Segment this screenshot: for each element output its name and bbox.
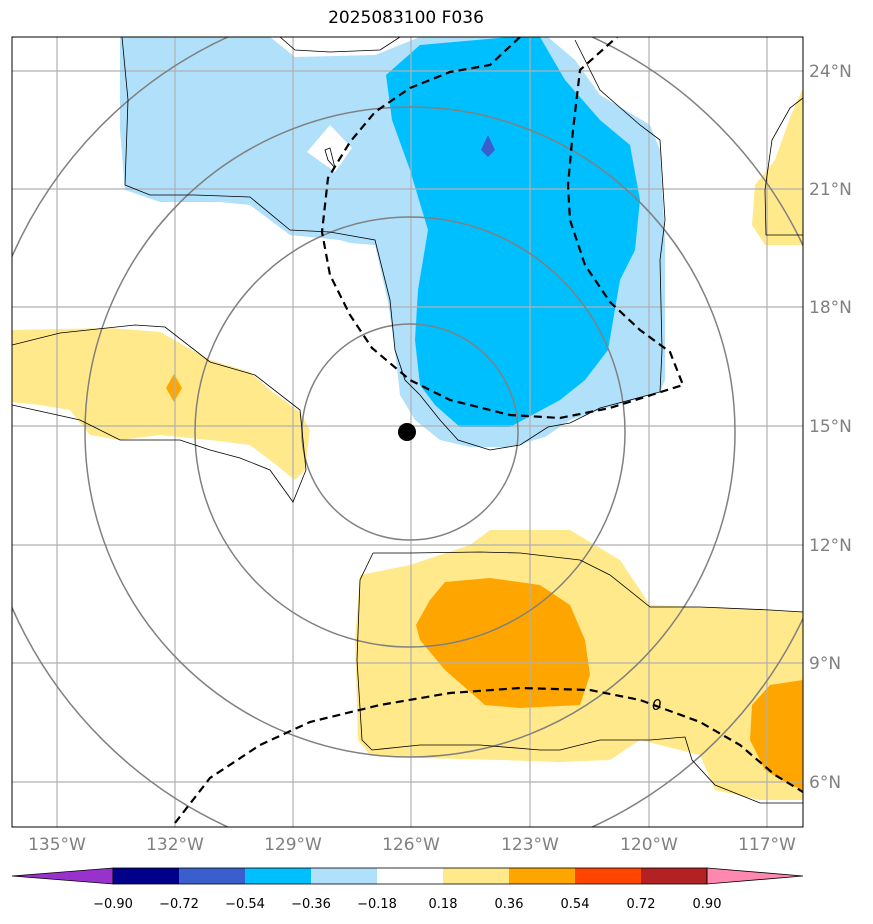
lat-label-18n: 18°N: [809, 298, 852, 318]
colorbar-segment-4: [311, 868, 377, 884]
colorbar-frame: [112, 867, 708, 885]
lon-label-117w: 117°W: [738, 835, 796, 855]
range-rings: [12, 37, 803, 827]
colorbar-label-9: 0.72: [627, 897, 656, 912]
colorbar-segment-9: [641, 868, 707, 884]
colorbar: −0.90 −0.72 −0.54 −0.36 −0.18 0.18 0.36 …: [11, 867, 804, 912]
colorbar-labels: −0.90 −0.72 −0.54 −0.36 −0.18 0.18 0.36 …: [93, 897, 721, 912]
colorbar-segment-1: [113, 868, 179, 884]
negative-anomaly-fill-core: [386, 37, 640, 427]
lat-label-9n: 9°N: [809, 654, 841, 674]
colorbar-label-4: −0.36: [291, 897, 331, 912]
lat-label-21n: 21°N: [809, 180, 852, 200]
colorbar-label-3: −0.54: [225, 897, 265, 912]
lat-label-6n: 6°N: [809, 773, 841, 793]
map-title: 2025083100 F036: [328, 8, 484, 28]
colorbar-label-5: −0.18: [357, 897, 397, 912]
colorbar-segment-8: [575, 868, 641, 884]
colorbar-label-10: 0.90: [693, 897, 722, 912]
positive-anomaly-fill-east: [752, 88, 803, 245]
colorbar-segment-5: [377, 868, 443, 884]
strong-positive-fill-south: [416, 578, 590, 708]
strong-positive-fill-southeast: [750, 680, 803, 790]
lat-label-24n: 24°N: [809, 62, 852, 82]
lat-label-15n: 15°N: [809, 417, 852, 437]
colorbar-label-6: 0.18: [429, 897, 458, 912]
map-plot-area: 0: [12, 37, 803, 827]
strong-negative-fill-dot: [481, 135, 495, 157]
lon-label-132w: 132°W: [146, 835, 204, 855]
colorbar-segment-3: [245, 868, 311, 884]
colorbar-segment-6: [443, 868, 509, 884]
lon-label-135w: 135°W: [28, 835, 86, 855]
colorbar-max-extend: [706, 867, 804, 885]
map-frame: [11, 36, 804, 828]
lon-label-123w: 123°W: [501, 835, 559, 855]
colorbar-label-2: −0.72: [159, 897, 199, 912]
colorbar-segment-2: [179, 868, 245, 884]
colorbar-label-8: 0.54: [561, 897, 590, 912]
zero-contour-dashed: [174, 37, 803, 824]
longitude-labels: 135°W 132°W 129°W 126°W 123°W 120°W 117°…: [28, 835, 796, 855]
lat-label-12n: 12°N: [809, 536, 852, 556]
positive-anomaly-fill-west: [12, 328, 310, 480]
zero-contour-label: 0: [652, 696, 662, 714]
colorbar-label-7: 0.36: [495, 897, 524, 912]
latitude-labels: 6°N 9°N 12°N 15°N 18°N 21°N 24°N: [809, 62, 852, 793]
lon-label-120w: 120°W: [620, 835, 678, 855]
storm-center-marker: [398, 423, 416, 441]
colorbar-segment-7: [509, 868, 575, 884]
lon-label-129w: 129°W: [264, 835, 322, 855]
colorbar-min-extend: [11, 867, 114, 885]
colorbar-label-1: −0.90: [93, 897, 133, 912]
thin-contours: [12, 37, 803, 804]
lon-label-126w: 126°W: [382, 835, 440, 855]
strong-positive-fill-dot: [166, 374, 182, 402]
